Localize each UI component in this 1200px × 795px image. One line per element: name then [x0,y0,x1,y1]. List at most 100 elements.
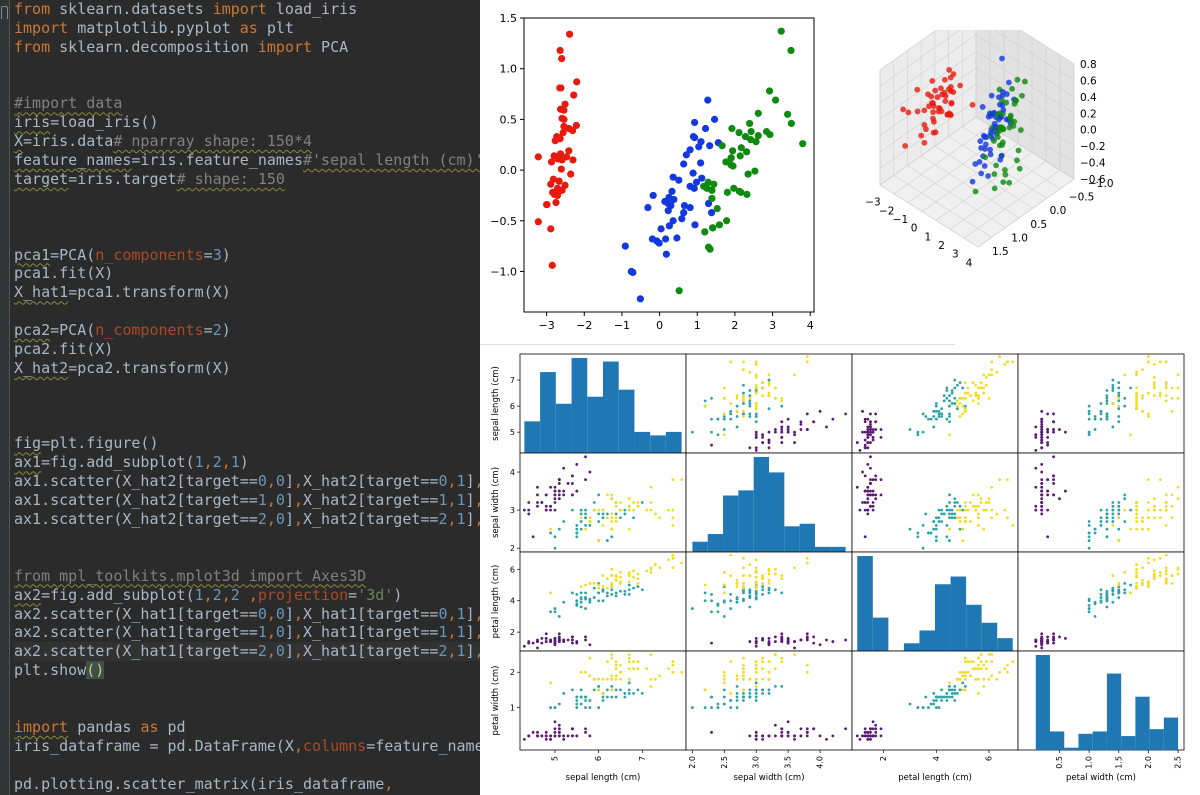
code-token: ] [284,472,294,491]
code-line[interactable]: ​ [14,756,480,775]
scatter-point [748,640,752,643]
scatter-point [761,386,765,390]
code-line[interactable]: ​ [14,227,480,246]
scatter-point [977,512,980,516]
code-line[interactable]: ax2=fig.add_subplot(1,2,2 ,projection='3… [14,586,480,605]
code-line[interactable]: import matplotlib.pyplot as plt [14,19,480,38]
scatter-point [1164,399,1168,403]
scatter-point [761,588,765,592]
scatter-point [560,106,568,114]
scatter-point [1164,577,1168,581]
scatter-point [1135,504,1138,508]
code-editor[interactable]: from sklearn.datasets import load_iris im… [0,0,480,795]
scatter-point [716,610,720,614]
histogram-bar [981,622,998,651]
code-line[interactable]: ax1.scatter(X_hat2[target==2,0],X_hat2[t… [14,510,480,529]
scatter-point [991,171,998,178]
scatter-point [1105,512,1109,516]
scatter-point [950,389,954,392]
code-line[interactable]: ​ [14,548,480,567]
code-line[interactable]: pca1.fit(X) [14,264,480,283]
fold-icon[interactable] [1,6,8,19]
code-content[interactable]: from sklearn.datasets import load_iris im… [14,0,480,793]
code-line[interactable]: iris_dataframe = pd.DataFrame(X,columns=… [14,737,480,756]
scatter-point [773,667,777,671]
code-line[interactable]: ax2.scatter(X_hat1[target==2,0],X_hat1[t… [14,642,480,662]
code-line[interactable]: #import data [14,94,480,113]
scatter-point [950,516,954,520]
scatter-point [1052,641,1055,645]
code-line[interactable]: ​ [14,378,480,397]
scatter-point [748,688,752,692]
scatter-point [979,386,983,390]
y-tick-label: 1.0 [1011,232,1028,244]
scatter-point [1135,516,1138,520]
histogram-bar [618,389,635,453]
scatter-point [1093,428,1097,431]
code-line[interactable]: ax1=fig.add_subplot(1,2,1) [14,453,480,472]
scatter-point [963,501,967,504]
code-line[interactable]: X=iris.data# nparray shape: 150*4 [14,132,480,151]
scatter-point [557,727,561,731]
scatter-point [744,170,752,178]
scatter-point [623,692,627,695]
code-line[interactable]: ​ [14,416,480,435]
scatter-point [1111,386,1115,390]
scatter-point [1040,485,1044,489]
scatter-point [754,363,758,366]
scatter-point [1040,497,1044,501]
code-line[interactable]: pca2=PCA(n_components=2) [14,321,480,340]
code-line[interactable]: ​ [14,302,480,321]
scatter-point [557,702,561,706]
scatter-point [722,702,726,706]
code-line[interactable]: ​ [14,57,480,76]
scatter-point [1176,566,1180,570]
x-tick-label: 1.0 [1085,756,1094,769]
code-line[interactable]: plt.show() [14,661,480,680]
code-line[interactable]: ​ [14,76,480,95]
code-token: , [475,472,480,490]
scatter-point [1099,417,1103,421]
code-line[interactable]: fig=plt.figure() [14,434,480,453]
scatter-point [536,640,539,643]
scatter-point [948,695,951,699]
code-line[interactable]: pca1=PCA(n_components=3) [14,246,480,265]
x-tick-label: 2.5 [1174,756,1183,769]
scatter-point [855,441,859,444]
scatter-point [1135,575,1138,579]
scatter-point [916,535,920,539]
code-line[interactable]: ax2.scatter(X_hat1[target==1,0],X_hat1[t… [14,623,480,642]
scatter-point [1093,531,1097,535]
scatter-point [874,730,878,734]
code-line[interactable]: ​ [14,208,480,227]
code-token: =PCA( [50,321,96,340]
scatter-point [1058,635,1061,639]
scatter-point [1129,583,1133,587]
code-line[interactable]: ​ [14,680,480,699]
scatter-point [584,670,587,674]
scatter-point [950,695,954,699]
code-line[interactable]: from sklearn.datasets import load_iris [14,0,480,19]
code-line[interactable]: ​ [14,189,480,208]
grid-line [879,30,961,87]
code-line[interactable]: import pandas as pd [14,718,480,737]
code-line[interactable]: target=iris.target# shape: 150 [14,170,480,189]
code-line[interactable]: feature_names=iris.feature_names#'sepal … [14,151,480,170]
code-line[interactable]: iris=load_iris() [14,113,480,132]
scatter-point [700,182,708,190]
code-line[interactable]: ax1.scatter(X_hat2[target==1,0],X_hat2[t… [14,491,480,510]
code-line[interactable]: ​ [14,699,480,718]
scatter-point [869,430,872,434]
code-line[interactable]: ax2.scatter(X_hat1[target==0,0],X_hat1[t… [14,605,480,624]
code-line[interactable]: ​ [14,397,480,416]
scatter-point [958,527,962,531]
code-line[interactable]: from sklearn.decomposition import PCA [14,38,480,57]
code-line[interactable]: X_hat1=pca1.transform(X) [14,283,480,302]
code-line[interactable]: pca2.fit(X) [14,340,480,359]
scatter-point [786,425,790,429]
code-line[interactable]: from mpl_toolkits.mplot3d import Axes3D [14,567,480,586]
code-line[interactable]: ​ [14,529,480,548]
code-line[interactable]: pd.plotting.scatter_matrix(iris_datafram… [14,775,480,794]
code-line[interactable]: ax1.scatter(X_hat2[target==0,0],X_hat2[t… [14,472,480,491]
code-line[interactable]: X_hat2=pca2.transform(X) [14,359,480,378]
